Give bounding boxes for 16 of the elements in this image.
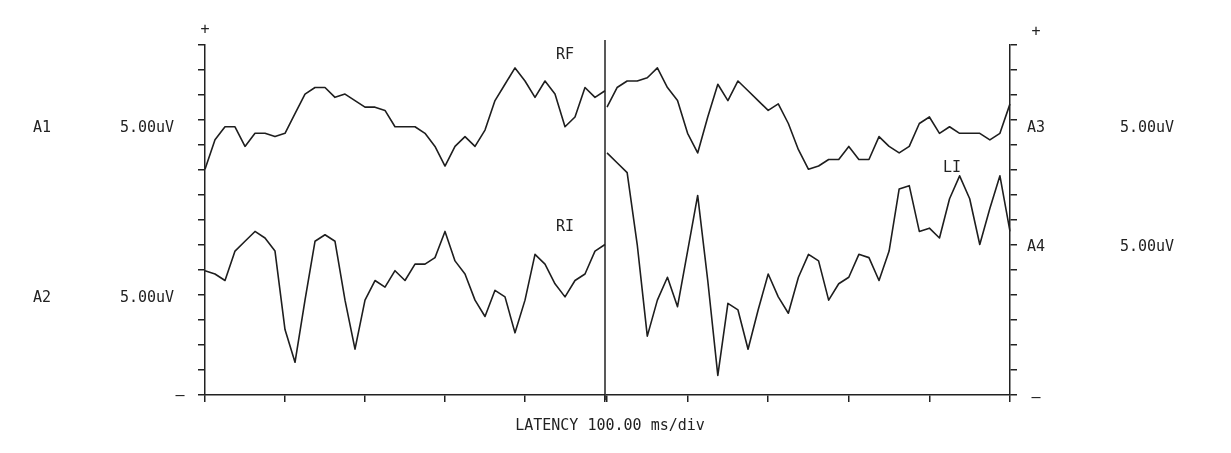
text: –	[175, 385, 186, 404]
text: –	[1031, 387, 1042, 406]
text: A2	[32, 287, 52, 306]
text: 5.00uV	[119, 117, 175, 136]
series-label: LI	[942, 157, 962, 176]
text: 5.00uV	[1119, 117, 1175, 136]
text: +	[200, 19, 210, 38]
text: A3	[1026, 117, 1046, 136]
text: A1	[32, 117, 52, 136]
text: 5.00uV	[1119, 236, 1175, 255]
x-axis-title: LATENCY 100.00 ms/div	[514, 416, 706, 434]
series-label: RF	[555, 44, 575, 63]
text: A4	[1026, 236, 1046, 255]
text: 5.00uV	[119, 287, 175, 306]
text: +	[1031, 21, 1041, 40]
series-label: RI	[555, 216, 575, 235]
